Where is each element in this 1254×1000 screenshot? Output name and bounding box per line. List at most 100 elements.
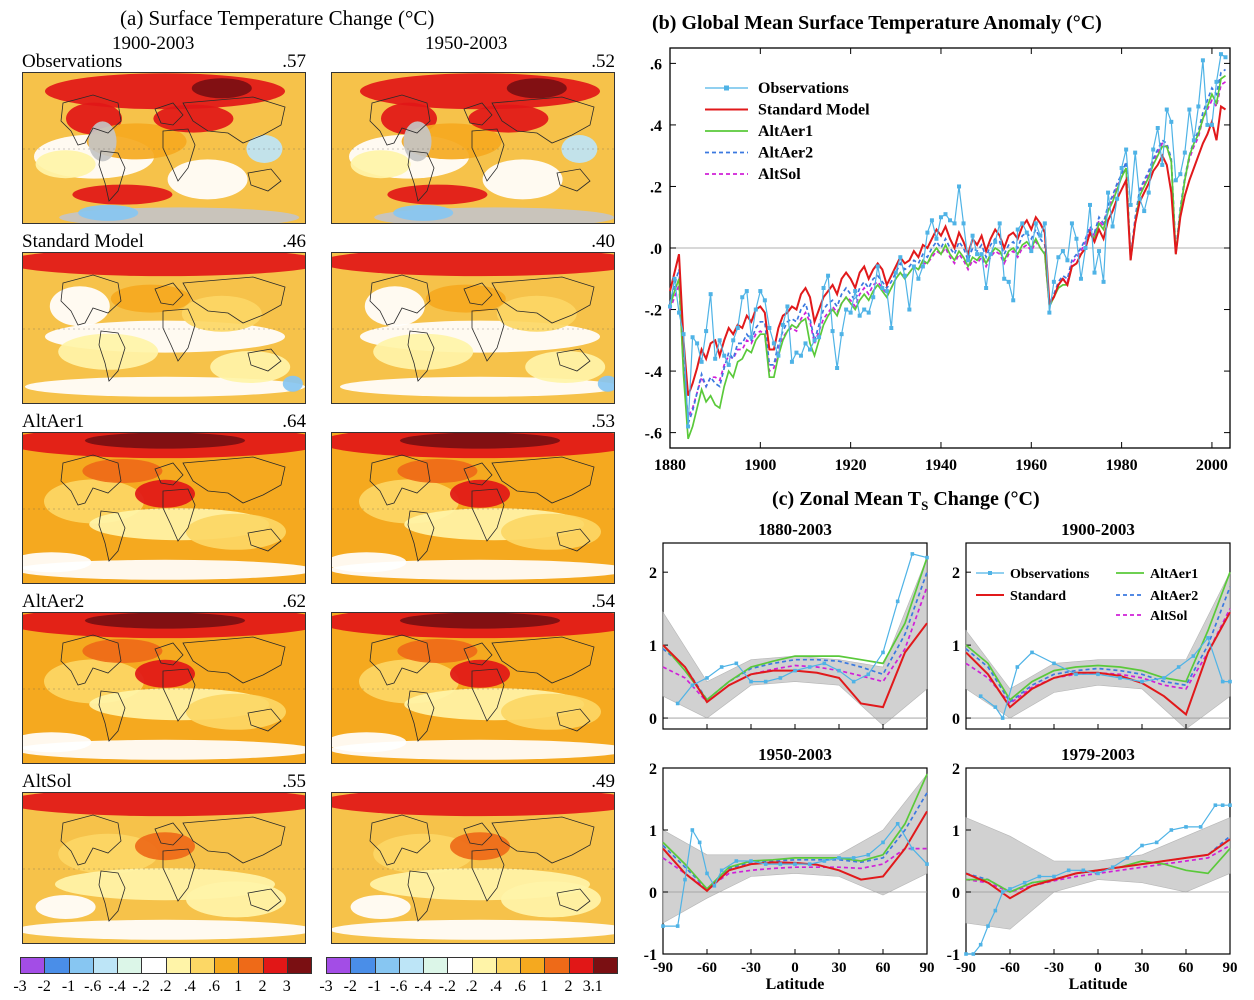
- map-region: [450, 832, 510, 861]
- obs-point: [1042, 221, 1047, 226]
- obs-point: [661, 924, 665, 928]
- panel-a-title: (a) Surface Temperature Change (°C): [120, 6, 435, 30]
- obs-point: [683, 877, 687, 882]
- y-tick-label: -1: [644, 947, 657, 964]
- obs-point: [762, 298, 767, 303]
- colorbar-swatch: [117, 957, 143, 974]
- map-region: [403, 121, 432, 162]
- colorbar-left: -3 -2 -1 -.6 -.4 -.2 .2 .4 .6 1 2 3: [13, 957, 312, 997]
- map-value: .64: [282, 411, 306, 432]
- map-value: .62: [282, 591, 306, 612]
- colorbar-swatch: [20, 957, 46, 974]
- x-tick-label: 1940: [925, 457, 957, 474]
- x-tick-label: 0: [791, 960, 799, 976]
- obs-point: [785, 304, 790, 309]
- obs-point: [780, 322, 785, 327]
- map-coastline: [491, 96, 595, 144]
- obs-point: [749, 859, 753, 863]
- obs-point: [758, 289, 763, 294]
- obs-point: [753, 307, 758, 312]
- map-region: [332, 793, 614, 817]
- y-tick-label: 1: [952, 638, 960, 655]
- y-tick-label: 2: [649, 565, 657, 582]
- map-region: [393, 204, 454, 221]
- colorbar-tick: -.2: [132, 978, 150, 995]
- map-region: [561, 135, 598, 163]
- map-region: [332, 732, 407, 753]
- map-3-0: [22, 612, 306, 764]
- x-tick-label: -30: [1044, 960, 1064, 976]
- y-tick-label: -.6: [645, 426, 662, 443]
- obs-point: [837, 668, 841, 673]
- obs-point: [1024, 230, 1029, 235]
- map-coastline: [98, 150, 126, 202]
- map-coastline: [471, 128, 505, 182]
- obs-point: [793, 668, 797, 673]
- map-region: [49, 286, 110, 327]
- obs-point: [1038, 233, 1043, 238]
- map-svg: [332, 73, 614, 223]
- obs-point: [1140, 679, 1144, 684]
- obs-point: [1169, 828, 1174, 832]
- series-line-standard: [965, 838, 1231, 900]
- obs-point: [1220, 679, 1225, 684]
- obs-point: [1137, 196, 1142, 201]
- map-coastline: [407, 870, 435, 922]
- obs-point: [1078, 276, 1083, 281]
- map-coastline: [60, 814, 122, 866]
- obs-point: [1060, 249, 1065, 254]
- obs-point: [719, 665, 724, 669]
- legend-label: AltAer2: [1150, 589, 1198, 604]
- obs-point: [1142, 209, 1147, 214]
- map-coastline: [162, 488, 196, 542]
- colorbar-tick: -3: [13, 978, 27, 995]
- series-line-altaer1: [662, 557, 928, 702]
- obs-point: [948, 218, 952, 223]
- obs-point: [708, 292, 713, 297]
- obs-point: [822, 661, 827, 666]
- map-region: [364, 286, 425, 327]
- map-region: [397, 459, 478, 483]
- obs-point: [830, 329, 835, 334]
- obs-point: [794, 350, 799, 355]
- panel-c-title-main: (c) Zonal Mean T: [772, 488, 922, 510]
- map-coastline: [60, 274, 122, 326]
- obs-point: [1037, 874, 1042, 879]
- subplot-title: 1900-2003: [1061, 520, 1135, 539]
- map-coastline: [369, 274, 431, 326]
- obs-point: [1033, 221, 1038, 226]
- obs-point: [695, 341, 700, 346]
- obs-point: [911, 264, 916, 269]
- series-line-obs: [669, 53, 1226, 427]
- colorbar-tick: .6: [208, 978, 220, 995]
- obs-point: [705, 871, 709, 876]
- x-tick-label: 60: [876, 960, 891, 976]
- obs-point: [1074, 672, 1078, 677]
- colorbar-tick: .4: [183, 978, 196, 995]
- colorbar-right: -3 -2 -1 -.6 -.4 -.2 .2 .4 .6 1 2 3.1: [319, 957, 618, 997]
- colorbar-swatch: [286, 957, 312, 974]
- colorbar-swatch: [423, 957, 449, 974]
- subplot-title: 1979-2003: [1061, 745, 1135, 764]
- map-coastline: [407, 690, 435, 742]
- obs-point: [898, 255, 903, 260]
- obs-point: [934, 236, 939, 241]
- colorbar-tick: -1: [61, 978, 76, 995]
- obs-point: [920, 264, 925, 269]
- y-tick-label: 2: [952, 565, 960, 582]
- obs-point: [986, 924, 990, 928]
- obs-point: [1162, 676, 1166, 680]
- map-coastline: [491, 636, 595, 684]
- obs-point: [705, 676, 709, 680]
- map-region: [23, 793, 305, 817]
- colorbar-tick: -.6: [84, 978, 102, 995]
- obs-point: [778, 862, 783, 866]
- map-coastline: [369, 454, 431, 506]
- obs-point: [1029, 249, 1034, 254]
- map-coastline: [154, 282, 184, 306]
- obs-point: [1020, 221, 1025, 226]
- obs-point: [975, 252, 980, 257]
- panel-c-title-end: Change (°C): [928, 488, 1040, 510]
- obs-point: [880, 286, 885, 290]
- map-coastline: [556, 168, 591, 192]
